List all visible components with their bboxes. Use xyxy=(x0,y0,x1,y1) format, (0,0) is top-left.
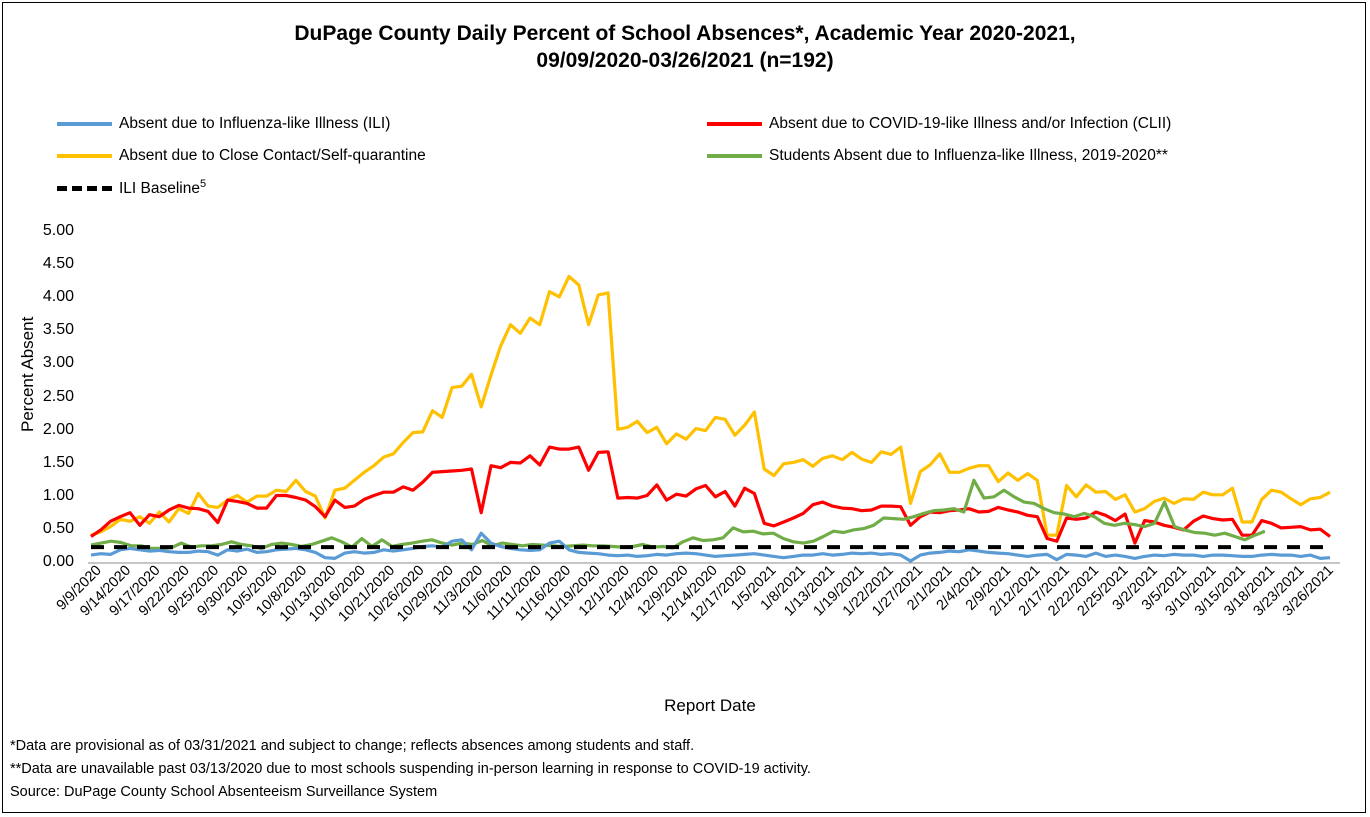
y-tick-label: 5.00 xyxy=(42,222,74,239)
legend-item-baseline: ILI Baseline5 xyxy=(57,178,206,198)
legend-item-close-contact: Absent due to Close Contact/Self-quarant… xyxy=(57,146,426,166)
y-tick-label: 4.50 xyxy=(42,255,74,273)
y-tick-label: 2.50 xyxy=(42,387,74,405)
legend-label-ili: Absent due to Influenza-like Illness (IL… xyxy=(119,115,391,132)
legend-swatch-students-ili xyxy=(707,154,762,158)
legend-swatch-baseline xyxy=(57,185,112,191)
legend-swatch-clii xyxy=(707,122,762,126)
y-tick-label: 0.50 xyxy=(42,519,74,537)
series-line-clii xyxy=(90,445,1331,545)
legend-item-clii: Absent due to COVID-19-like Illness and/… xyxy=(707,114,1171,134)
footnote-provisional: *Data are provisional as of 03/31/2021 a… xyxy=(10,738,695,754)
y-tick-label: 3.50 xyxy=(42,321,74,339)
legend-label-baseline: ILI Baseline5 xyxy=(119,177,207,198)
series-line-close xyxy=(90,274,1331,537)
y-tick-label: 4.00 xyxy=(42,288,74,306)
legend-label-clii: Absent due to COVID-19-like Illness and/… xyxy=(769,115,1172,132)
y-tick-label: 2.00 xyxy=(42,420,74,438)
series-line-ili xyxy=(90,531,1331,563)
y-tick-label: 1.50 xyxy=(42,453,74,471)
y-tick-label: 3.00 xyxy=(42,354,74,372)
footnote-source: Source: DuPage County School Absenteeism… xyxy=(10,784,438,800)
chart-title-line-2: 09/09/2020-03/26/2021 (n=192) xyxy=(536,49,834,72)
legend-label-close-contact: Absent due to Close Contact/Self-quarant… xyxy=(119,147,426,164)
legend-label-students-ili: Students Absent due to Influenza-like Il… xyxy=(769,147,1168,164)
chart-title-line-1: DuPage County Daily Percent of School Ab… xyxy=(294,22,1076,45)
series-line-students-ili xyxy=(90,478,1266,551)
legend-swatch-ili xyxy=(57,122,112,126)
legend-item-ili: Absent due to Influenza-like Illness (IL… xyxy=(57,114,390,134)
y-tick-label: 1.00 xyxy=(42,486,74,504)
footnote-unavailable: **Data are unavailable past 03/13/2020 d… xyxy=(10,761,811,777)
y-tick-label: 0.00 xyxy=(42,553,74,570)
x-axis-label: Report Date xyxy=(664,696,756,715)
legend-swatch-close-contact xyxy=(57,154,112,158)
legend-item-students-ili: Students Absent due to Influenza-like Il… xyxy=(707,146,1168,166)
